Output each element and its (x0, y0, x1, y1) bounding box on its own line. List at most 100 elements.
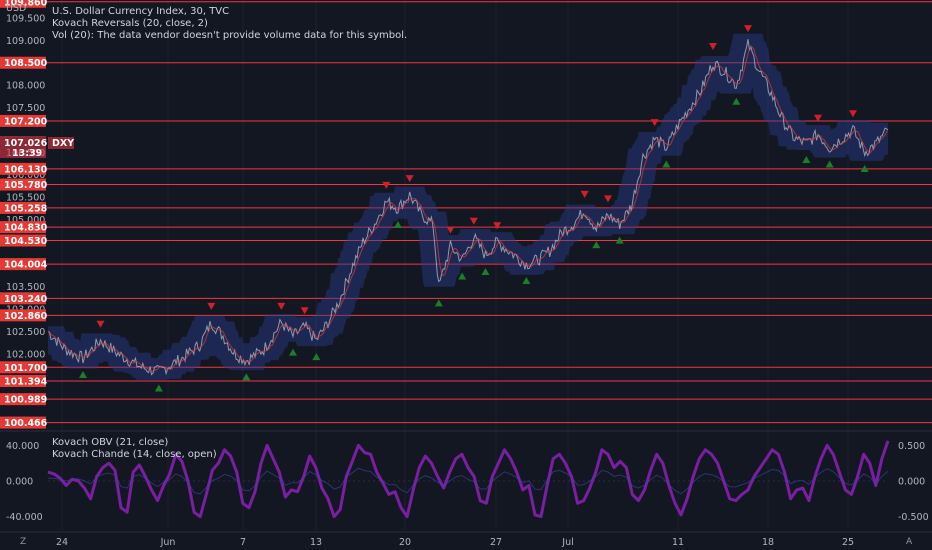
indicator-axis-labels: 40.000 0.000 -40.000 0.500 0.000 -0.500 (6, 441, 929, 523)
level-label: 101.394 (4, 376, 48, 387)
price-tick-label: 109.500 (6, 13, 45, 24)
reversal-down-marker (207, 302, 216, 310)
reversal-down-marker (446, 226, 455, 234)
legend-chande[interactable]: Kovach Chande (14, close, open) (52, 449, 217, 460)
price-tick-label: 105.000 (6, 215, 45, 226)
level-label: 100.466 (4, 418, 48, 429)
signal-line (47, 46, 889, 373)
indicator-series (47, 440, 890, 519)
reversal-down-marker (849, 110, 857, 118)
reversal-up-marker (802, 156, 811, 164)
level-label-bg (0, 162, 46, 175)
level-label: 104.830 (4, 223, 48, 234)
reversal-down-marker (300, 307, 309, 315)
time-tick-label: 7 (240, 537, 246, 548)
kovach-chande-line (47, 440, 890, 519)
support-resistance-lines (0, 1, 932, 424)
time-axis-labels[interactable]: 24 Jun 7 13 20 27 Jul 11 18 25 (56, 537, 854, 548)
zoom-button[interactable]: Z (20, 537, 26, 547)
level-label: 109.860 (4, 0, 48, 8)
ticker-badge: DXY (52, 138, 74, 149)
level-label-bg (0, 0, 46, 8)
price-line (47, 39, 889, 376)
level-label: 105.258 (4, 203, 48, 214)
time-tick-label: 11 (672, 537, 684, 548)
reversal-down-marker (604, 195, 612, 203)
reversal-down-marker (493, 222, 502, 230)
reversal-up-marker (825, 160, 834, 168)
reversal-up-marker (312, 353, 321, 361)
level-label: 106.130 (4, 164, 48, 175)
reversal-up-marker (79, 371, 87, 379)
price-tick-label: 108.000 (6, 81, 45, 92)
reversal-down-marker (814, 114, 822, 122)
price-tick-label: 105.500 (6, 193, 45, 204)
reversal-up-marker (394, 220, 402, 228)
price-badge-countdown: 13:39 (12, 148, 42, 159)
level-label: 101.700 (4, 363, 48, 374)
reversal-markers (79, 25, 869, 392)
price-badge: 107.026 13:39 DXY (0, 136, 74, 159)
price-series (47, 39, 889, 376)
level-label-bg (0, 416, 46, 429)
price-tick-label: 102.500 (6, 327, 45, 338)
legend-symbol[interactable]: U.S. Dollar Currency Index, 30, TVC (52, 6, 229, 17)
reversal-up-marker (434, 299, 443, 307)
level-label-bg (0, 309, 46, 322)
price-tick-label: 103.500 (6, 282, 45, 293)
level-label-bg (0, 114, 46, 127)
legend-volume[interactable]: Vol (20): The data vendor doesn't provid… (52, 30, 407, 41)
reversal-up-marker (732, 97, 741, 105)
level-label-bg (0, 178, 46, 191)
reversal-band-area (48, 33, 888, 380)
reversal-up-marker (458, 272, 467, 280)
price-tick-label: 107.500 (6, 103, 45, 114)
reversal-up-marker (592, 241, 601, 249)
price-tick-label: 106.000 (6, 170, 45, 181)
legend-obv[interactable]: Kovach OBV (21, close) (52, 437, 168, 448)
reversal-up-marker (481, 267, 490, 275)
indicator-left-tick: 40.000 (6, 441, 39, 452)
indicator-left-tick: 0.000 (6, 477, 33, 488)
reversal-up-marker (860, 164, 869, 172)
level-label-bg (0, 258, 46, 271)
time-tick-label: 18 (762, 537, 774, 548)
level-label-bg (0, 292, 46, 305)
ticker-badge-bg (48, 137, 74, 149)
level-label: 105.780 (4, 180, 48, 191)
time-tick-label: 25 (842, 537, 854, 548)
kovach-obv-line (47, 467, 889, 495)
reversal-down-marker (469, 217, 478, 225)
level-label-bg (0, 361, 46, 374)
reversal-down-marker (709, 43, 717, 51)
level-label-bg (0, 221, 46, 234)
level-label: 103.240 (4, 294, 48, 305)
level-label: 104.530 (4, 236, 48, 247)
level-label: 102.860 (4, 311, 48, 322)
time-tick-label: 27 (490, 537, 502, 548)
reversal-up-marker (662, 160, 671, 168)
level-label-bg (0, 393, 46, 406)
indicator-right-tick: 0.000 (898, 477, 925, 488)
currency-label: USD (6, 3, 26, 14)
time-tick-label: 24 (56, 537, 68, 548)
time-tick-label: Jul (561, 537, 573, 548)
time-tick-label: 13 (310, 537, 322, 548)
legend-reversals[interactable]: Kovach Reversals (20, close, 2) (52, 18, 208, 29)
auto-scale-button[interactable]: A (906, 537, 913, 547)
reversal-up-marker (242, 373, 251, 381)
indicator-right-tick: -0.500 (898, 512, 929, 523)
reversal-up-marker (615, 236, 624, 244)
time-tick-label: 20 (399, 537, 411, 548)
indicator-left-tick: -40.000 (6, 512, 43, 523)
reversal-down-marker (96, 320, 105, 328)
level-label: 100.989 (4, 395, 47, 406)
reversal-down-marker (382, 181, 391, 189)
price-tick-label: 102.000 (6, 349, 45, 360)
level-label-bg (0, 201, 46, 214)
reversal-up-marker (289, 348, 297, 356)
level-labels: 109.860 108.500 107.200 106.130 105.780 105.2… (0, 0, 48, 429)
reversal-down-marker (650, 119, 659, 127)
